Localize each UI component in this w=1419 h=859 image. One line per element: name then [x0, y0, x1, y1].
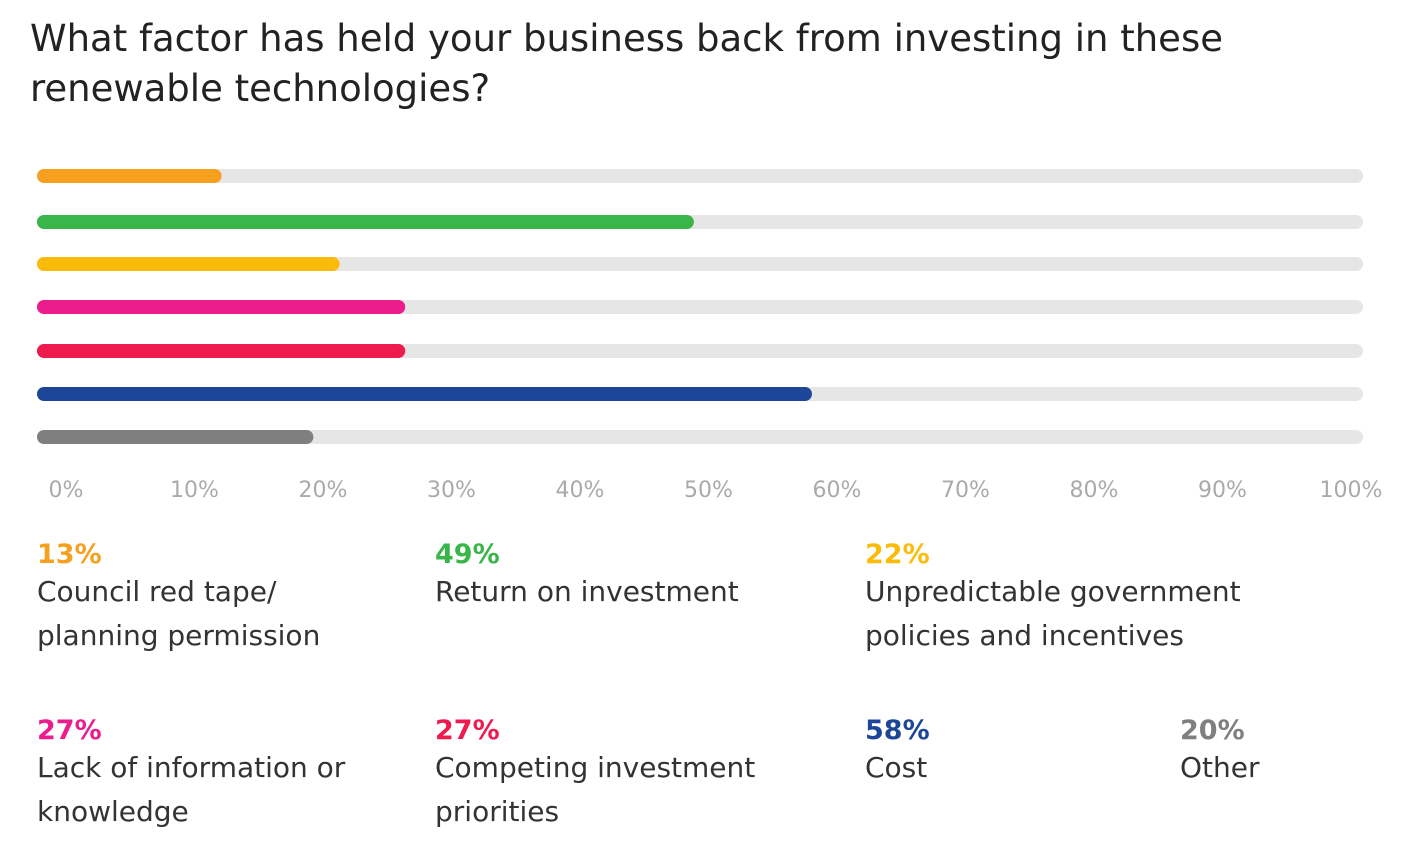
value-label: 13%	[37, 539, 102, 570]
legend-item: 27% Lack of information or knowledge	[37, 716, 347, 834]
x-tick-label: 80%	[1070, 478, 1119, 503]
value-label: 20%	[1180, 715, 1245, 746]
legend-item: 27% Competing investment priorities	[435, 716, 805, 834]
legend-label: Council red tape/ planning permission	[37, 575, 321, 652]
x-tick-label: 10%	[170, 478, 219, 503]
legend-item: 22% Unpredictable government policies and…	[865, 540, 1295, 658]
legend-label: Lack of information or knowledge	[37, 751, 346, 828]
x-tick-label: 40%	[556, 478, 605, 503]
value-label: 27%	[435, 715, 500, 746]
x-tick-label: 20%	[299, 478, 348, 503]
legend-label: Other	[1180, 751, 1260, 784]
chart-title: What factor has held your business back …	[30, 17, 1223, 110]
value-label: 58%	[865, 715, 930, 746]
x-tick-label: 60%	[813, 478, 862, 503]
legend-label: Competing investment priorities	[435, 751, 756, 828]
x-tick-label: 30%	[427, 478, 476, 503]
plot: 0% 10% 20% 30% 40% 50% 60% 70% 80% 90% 100%	[37, 169, 1383, 503]
legend-label: Cost	[865, 751, 928, 784]
value-label: 22%	[865, 539, 930, 570]
x-tick-label: 90%	[1198, 478, 1247, 503]
x-tick-label: 50%	[684, 478, 733, 503]
legend-item: 58% Cost	[865, 716, 1115, 790]
legend-label: Return on investment	[435, 575, 739, 608]
value-label: 27%	[37, 715, 102, 746]
x-tick-label: 100%	[1320, 478, 1383, 503]
legend-label: Unpredictable government policies and in…	[865, 575, 1241, 652]
value-label: 49%	[435, 539, 500, 570]
legend-item: 13% Council red tape/ planning permission	[37, 540, 367, 658]
x-tick-label: 0%	[49, 478, 84, 503]
legend-item: 20% Other	[1180, 716, 1400, 790]
x-tick-label: 70%	[941, 478, 990, 503]
legend-item: 49% Return on investment	[435, 540, 795, 614]
